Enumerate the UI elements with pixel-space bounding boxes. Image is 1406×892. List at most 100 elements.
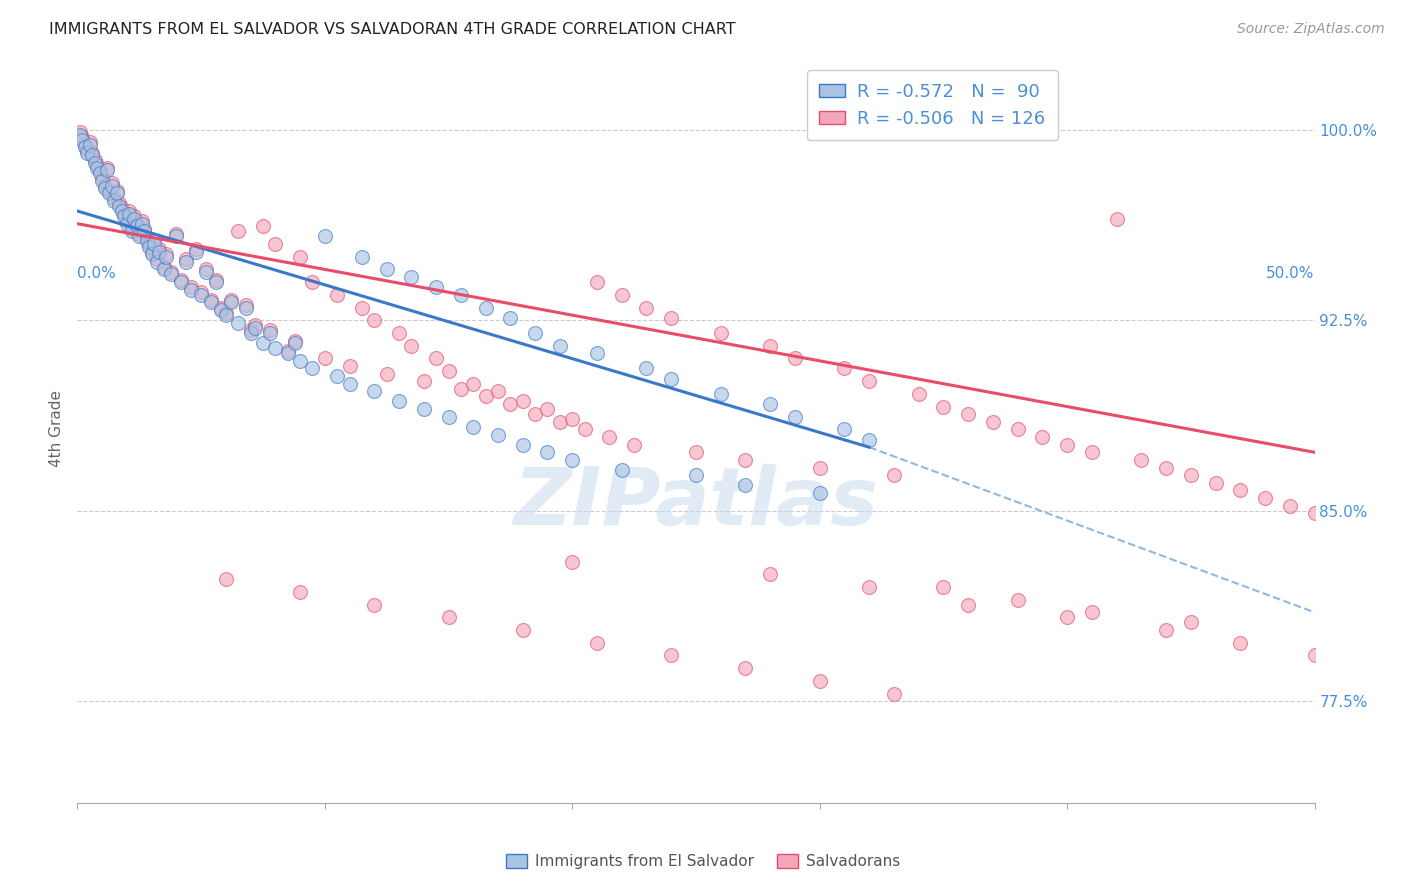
Point bbox=[73, 140, 96, 154]
Point bbox=[184, 242, 207, 256]
Point bbox=[1007, 592, 1029, 607]
Point bbox=[76, 143, 98, 157]
Point bbox=[259, 323, 281, 337]
Point bbox=[125, 217, 148, 231]
Point bbox=[174, 252, 197, 267]
Point bbox=[125, 219, 148, 234]
Point bbox=[245, 321, 267, 335]
Point bbox=[86, 161, 108, 175]
Point bbox=[69, 128, 91, 142]
Point bbox=[122, 209, 145, 223]
Point bbox=[141, 244, 163, 259]
Point bbox=[239, 326, 262, 340]
Point bbox=[115, 217, 138, 231]
Point bbox=[145, 254, 167, 268]
Point bbox=[79, 136, 101, 150]
Point bbox=[659, 648, 682, 663]
Point bbox=[1031, 430, 1053, 444]
Point bbox=[932, 400, 955, 414]
Point bbox=[561, 554, 583, 568]
Point bbox=[72, 133, 94, 147]
Point bbox=[226, 316, 249, 330]
Point bbox=[734, 453, 756, 467]
Point bbox=[111, 204, 134, 219]
Text: Source: ZipAtlas.com: Source: ZipAtlas.com bbox=[1237, 22, 1385, 37]
Point bbox=[1081, 445, 1104, 459]
Legend: R = -0.572   N =  90, R = -0.506   N = 126: R = -0.572 N = 90, R = -0.506 N = 126 bbox=[807, 70, 1059, 140]
Point bbox=[350, 301, 373, 315]
Point bbox=[103, 194, 125, 208]
Point bbox=[180, 283, 202, 297]
Point bbox=[326, 288, 349, 302]
Text: 50.0%: 50.0% bbox=[1267, 266, 1315, 281]
Point bbox=[858, 433, 880, 447]
Point bbox=[122, 211, 145, 226]
Point bbox=[425, 280, 447, 294]
Point bbox=[284, 334, 307, 348]
Point bbox=[474, 389, 496, 403]
Point bbox=[412, 374, 434, 388]
Point bbox=[548, 338, 571, 352]
Point bbox=[135, 235, 157, 249]
Point bbox=[401, 270, 423, 285]
Point bbox=[301, 275, 323, 289]
Point bbox=[524, 407, 547, 421]
Point bbox=[165, 229, 187, 244]
Point bbox=[858, 580, 880, 594]
Point bbox=[363, 384, 385, 399]
Point bbox=[425, 351, 447, 366]
Point bbox=[108, 196, 131, 211]
Point bbox=[101, 176, 124, 190]
Point bbox=[1303, 506, 1326, 520]
Point bbox=[93, 178, 115, 193]
Point bbox=[734, 478, 756, 492]
Point bbox=[82, 148, 104, 162]
Point bbox=[437, 610, 460, 624]
Point bbox=[105, 186, 128, 201]
Point bbox=[190, 285, 212, 300]
Point bbox=[160, 265, 183, 279]
Point bbox=[1254, 491, 1277, 505]
Point bbox=[412, 402, 434, 417]
Point bbox=[561, 453, 583, 467]
Point bbox=[239, 323, 262, 337]
Point bbox=[145, 252, 167, 267]
Point bbox=[710, 387, 733, 401]
Point bbox=[1229, 483, 1251, 498]
Point bbox=[1154, 623, 1177, 637]
Point bbox=[235, 301, 257, 315]
Point bbox=[89, 163, 111, 178]
Point bbox=[121, 221, 143, 235]
Point bbox=[288, 250, 311, 264]
Point bbox=[759, 397, 782, 411]
Point bbox=[131, 214, 153, 228]
Point bbox=[907, 387, 929, 401]
Point bbox=[264, 237, 287, 252]
Point bbox=[252, 336, 274, 351]
Point bbox=[138, 239, 160, 253]
Point bbox=[450, 382, 472, 396]
Text: ZIPatlas: ZIPatlas bbox=[513, 464, 879, 542]
Point bbox=[245, 318, 267, 333]
Point bbox=[450, 288, 472, 302]
Point bbox=[219, 295, 242, 310]
Point bbox=[69, 125, 91, 139]
Point bbox=[98, 184, 121, 198]
Point bbox=[134, 221, 156, 235]
Point bbox=[118, 206, 141, 220]
Point bbox=[190, 288, 212, 302]
Point bbox=[103, 191, 125, 205]
Point bbox=[326, 369, 349, 384]
Point bbox=[118, 204, 141, 219]
Point bbox=[86, 158, 108, 172]
Point bbox=[141, 247, 163, 261]
Point bbox=[174, 254, 197, 268]
Point bbox=[1180, 615, 1202, 630]
Point bbox=[1056, 610, 1078, 624]
Text: IMMIGRANTS FROM EL SALVADOR VS SALVADORAN 4TH GRADE CORRELATION CHART: IMMIGRANTS FROM EL SALVADOR VS SALVADORA… bbox=[49, 22, 735, 37]
Point bbox=[834, 422, 856, 436]
Point bbox=[1154, 460, 1177, 475]
Point bbox=[83, 155, 105, 169]
Point bbox=[1229, 636, 1251, 650]
Point bbox=[548, 415, 571, 429]
